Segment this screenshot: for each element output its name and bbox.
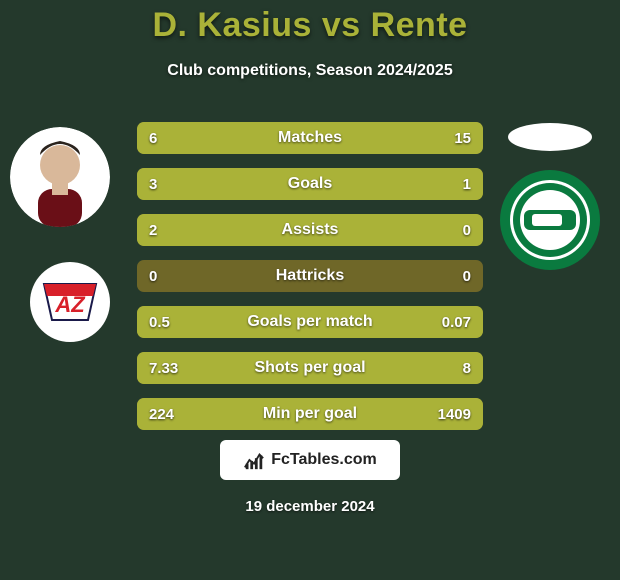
left-player-avatar (10, 127, 110, 227)
stat-row: 20Assists (137, 214, 483, 246)
stat-row: 7.338Shots per goal (137, 352, 483, 384)
stat-row: 31Goals (137, 168, 483, 200)
subtitle: Club competitions, Season 2024/2025 (0, 62, 620, 80)
date-text: 19 december 2024 (0, 498, 620, 515)
stat-label: Hattricks (137, 260, 483, 292)
stat-label: Min per goal (137, 398, 483, 430)
brand-badge[interactable]: FcTables.com (220, 440, 400, 480)
page-title: D. Kasius vs Rente (0, 6, 620, 45)
chart-icon (243, 449, 265, 471)
stat-row: 2241409Min per goal (137, 398, 483, 430)
stat-label: Goals (137, 168, 483, 200)
comparison-rows: 615Matches 31Goals 20Assists 00Hattricks 0.5… (137, 122, 483, 444)
left-club-label: AZ (54, 292, 86, 317)
stat-label: Goals per match (137, 306, 483, 338)
stat-row: 615Matches (137, 122, 483, 154)
stat-label: Shots per goal (137, 352, 483, 384)
stat-label: Assists (137, 214, 483, 246)
right-player-avatar (508, 123, 592, 156)
brand-text: FcTables.com (271, 451, 377, 469)
comparison-card: D. Kasius vs Rente Club competitions, Se… (0, 0, 620, 580)
stat-row: 00Hattricks (137, 260, 483, 292)
stat-label: Matches (137, 122, 483, 154)
stat-row: 0.50.07Goals per match (137, 306, 483, 338)
left-club-badge: AZ (30, 262, 110, 342)
right-club-badge (500, 170, 600, 270)
